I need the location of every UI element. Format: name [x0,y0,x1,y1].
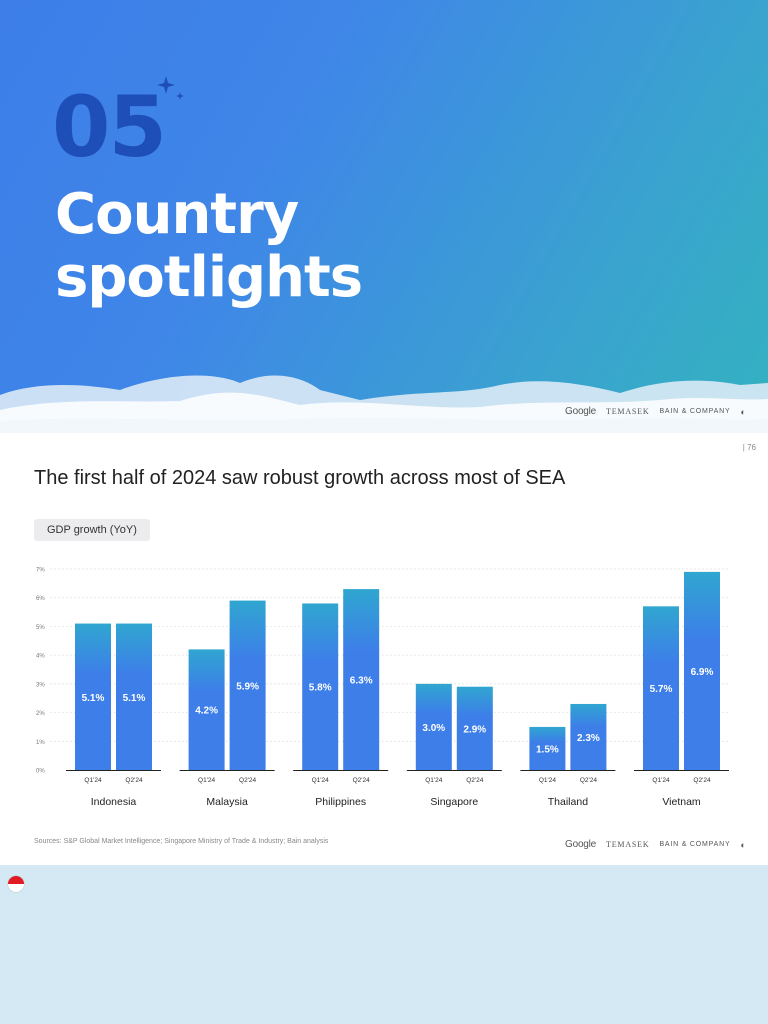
y-tick-label: 7% [36,568,45,574]
data-label: 5.9% [236,681,259,692]
country-label: Vietnam [662,796,701,808]
quarter-tick-label: Q1'24 [652,777,670,784]
bain-mark-icon: ◐ [740,839,746,850]
quarter-tick-label: Q2'24 [239,777,257,784]
y-tick-label: 2% [36,711,45,717]
quarter-tick-label: Q2'24 [466,777,484,784]
data-label: 2.3% [577,733,600,744]
indonesia-flag-icon [8,876,24,892]
bain-logo: BAIN & COMPANY [659,408,731,415]
bain-logo: BAIN & COMPANY [659,841,731,848]
bar [188,649,225,770]
bar [570,703,607,770]
country-label: Malaysia [206,796,248,808]
quarter-tick-label: Q1'24 [84,777,102,784]
section-number: 05 [52,78,167,176]
temasek-logo: TEMASEK [606,407,650,416]
slide-heading: The first half of 2024 saw robust growth… [34,467,566,489]
y-tick-label: 0% [36,769,45,775]
y-tick-label: 6% [36,596,45,602]
quarter-tick-label: Q2'24 [693,777,711,784]
source-note: Sources: S&P Global Market Intelligence;… [34,838,329,845]
data-label: 2.9% [463,724,486,735]
quarter-tick-label: Q2'24 [353,777,371,784]
quarter-tick-label: Q1'24 [312,777,330,784]
data-label: 5.1% [123,693,146,704]
metric-tag: GDP growth (YoY) [34,519,150,541]
bar [302,603,339,770]
y-tick-label: 3% [36,682,45,688]
country-label: Thailand [548,796,588,808]
google-logo: Google [565,406,597,417]
chart-slide: | 76 The first half of 2024 saw robust g… [0,433,768,865]
page-number-value: 76 [747,443,756,452]
country-label: Philippines [315,796,366,808]
partner-logos-slide: Google TEMASEK BAIN & COMPANY ◐ [565,839,746,850]
data-label: 6.3% [350,676,373,687]
data-label: 5.8% [309,683,332,694]
y-tick-label: 4% [36,654,45,660]
data-label: 1.5% [536,744,559,755]
bar [643,606,679,770]
bar [684,571,720,770]
google-logo: Google [565,839,597,850]
quarter-tick-label: Q1'24 [425,777,443,784]
bar [75,623,111,770]
section-hero: 05 Country spotlights Google TEMASEK BAI… [0,0,768,433]
quarter-tick-label: Q2'24 [125,777,143,784]
bar [456,686,493,770]
section-title: Country spotlights [55,182,363,310]
country-label: Indonesia [91,796,137,808]
gdp-bar-chart: 0% 1% 2% 3% 4% 5% 6% 7% 5.1% Q1'24 5.1% Q2'24 Indon… [36,568,729,808]
page-number: | 76 [742,443,756,452]
country-label: Singapore [430,796,478,808]
bain-mark-icon: ◐ [740,406,746,417]
data-label: 6.9% [691,667,714,678]
bar [343,589,380,770]
sparkle-icon [157,76,184,100]
data-label: 5.7% [650,684,673,695]
bar [229,600,266,770]
y-tick-label: 1% [36,740,45,746]
quarter-tick-label: Q1'24 [539,777,557,784]
bar [415,683,452,770]
temasek-logo: TEMASEK [606,840,650,849]
data-label: 5.1% [82,693,105,704]
bar [529,726,566,770]
data-label: 3.0% [422,723,445,734]
data-label: 4.2% [195,706,218,717]
quarter-tick-label: Q1'24 [198,777,216,784]
quarter-tick-label: Q2'24 [580,777,598,784]
partner-logos-hero: Google TEMASEK BAIN & COMPANY ◐ [565,406,746,417]
bar [116,623,152,770]
y-tick-label: 5% [36,625,45,631]
clouds-illustration [0,375,768,433]
